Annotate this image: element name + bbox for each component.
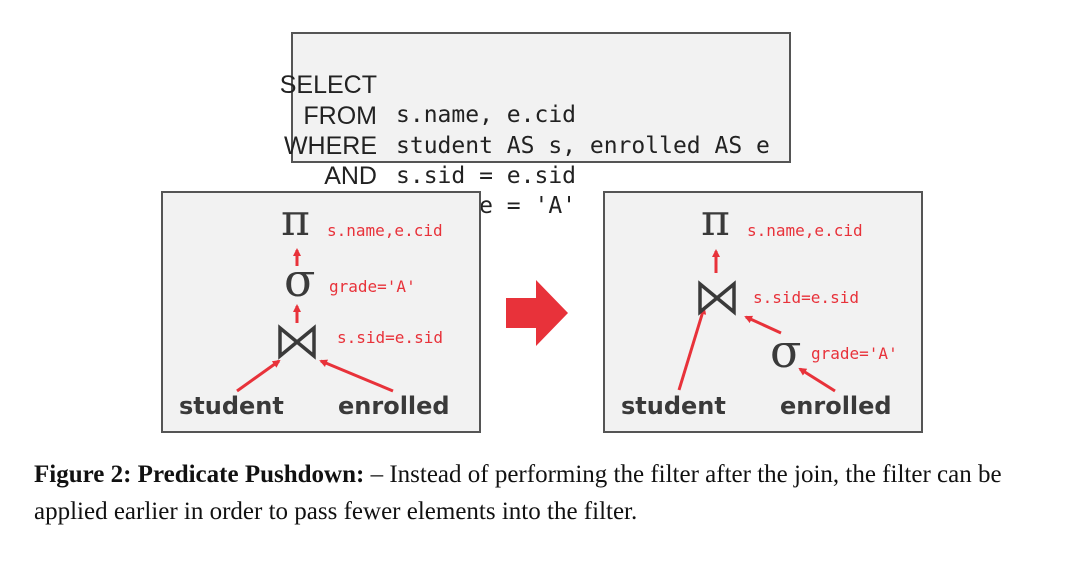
sql-line-select: SELECT s.name, e.cid [280, 40, 789, 128]
projection-condition: s.name,e.cid [327, 221, 443, 240]
caption-text: – Instead of performing the filter after… [34, 461, 1002, 525]
projection-icon: π [701, 195, 730, 246]
left-query-plan: π s.name,e.cid σ grade='A' s.sid=e.sid s… [161, 191, 481, 433]
sql-clause: s.sid = e.sid [396, 163, 577, 189]
edge-student-to-join [677, 306, 707, 391]
edge-student-to-join [236, 359, 281, 393]
sql-keyword: AND [324, 162, 377, 190]
selection-condition: grade='A' [811, 344, 898, 363]
figure-caption: Figure 2: Predicate Pushdown: – Instead … [34, 456, 1054, 530]
projection-icon: π [281, 195, 310, 246]
sql-line-from: FROM student AS s, enrolled AS e [293, 71, 789, 159]
relation-enrolled: enrolled [338, 392, 450, 420]
projection-condition: s.name,e.cid [747, 221, 863, 240]
relation-student: student [179, 392, 284, 420]
right-plan-edges [677, 249, 836, 393]
sql-keyword: FROM [303, 102, 377, 130]
selection-condition: grade='A' [329, 277, 416, 296]
sql-clause: s.name, e.cid [396, 102, 577, 128]
sql-clause: student AS s, enrolled AS e [396, 133, 770, 159]
caption-label: Figure 2: Predicate Pushdown: [34, 461, 365, 488]
sql-keyword: WHERE [283, 132, 377, 160]
selection-icon: σ [770, 324, 802, 378]
join-icon [278, 324, 316, 360]
relation-enrolled: enrolled [780, 392, 892, 420]
edge-enrolled-to-join [319, 359, 394, 393]
edge-selection-to-join [744, 315, 782, 335]
edge-enrolled-to-selection [798, 367, 836, 393]
sql-line-where: WHERE s.sid = e.sid [284, 101, 789, 189]
left-plan-edges [236, 248, 394, 393]
join-condition: s.sid=e.sid [337, 328, 443, 347]
join-icon [698, 280, 736, 316]
join-condition: s.sid=e.sid [753, 288, 859, 307]
right-query-plan: π s.name,e.cid s.sid=e.sid σ grade='A' s… [603, 191, 923, 433]
selection-icon: σ [284, 253, 316, 307]
sql-keyword: SELECT [279, 71, 377, 99]
relation-student: student [621, 392, 726, 420]
sql-query-box: SELECT s.name, e.cid FROM student AS s, … [280, 32, 791, 219]
sql-line-and: AND e.grade = 'A' [293, 131, 789, 219]
transform-arrow-icon [506, 280, 568, 346]
